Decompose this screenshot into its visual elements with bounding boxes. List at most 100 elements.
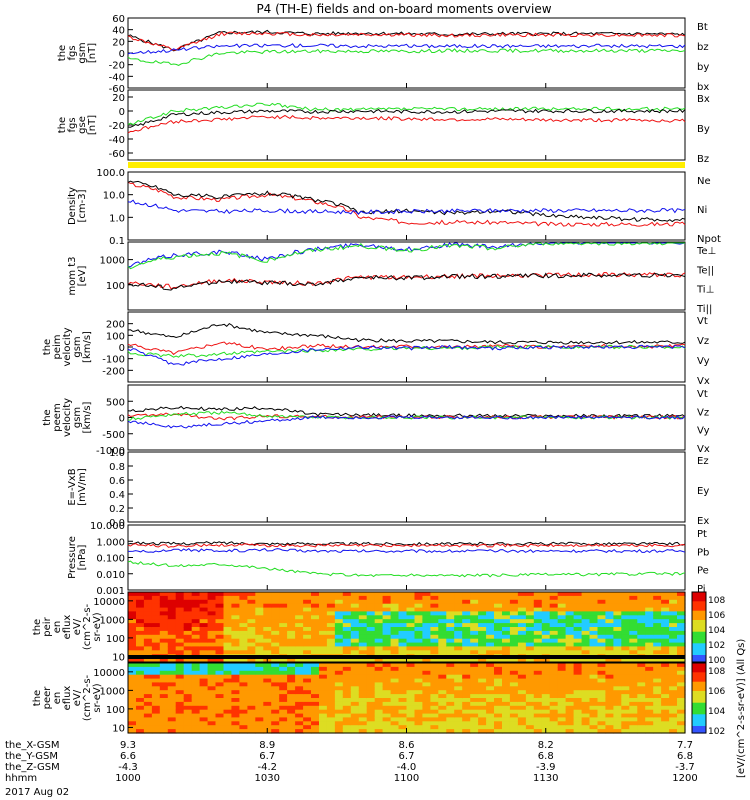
heatmap-cell (613, 599, 622, 605)
series-bz-line (127, 31, 686, 51)
heatmap-cell (303, 634, 312, 640)
heatmap-cell (136, 682, 145, 687)
heatmap-cell (143, 658, 153, 663)
heatmap-cell (422, 674, 431, 680)
heatmap-cell (223, 670, 233, 676)
heatmap-cell (350, 725, 360, 730)
heatmap-cell (565, 678, 575, 684)
heatmap-cell (390, 642, 400, 648)
heatmap-cell (438, 666, 447, 672)
heatmap-cell (390, 666, 400, 672)
heatmap-cell (478, 634, 487, 640)
heatmap-cell (557, 690, 567, 695)
series-Pi-line (128, 548, 686, 554)
heatmap-cell (215, 595, 225, 601)
heatmap-cell (653, 642, 662, 648)
heatmap-cell (231, 650, 240, 655)
heatmap-cell (319, 721, 328, 726)
heatmap-cell (470, 694, 479, 699)
heatmap-cell (143, 721, 153, 726)
heatmap-cell (255, 678, 264, 684)
heatmap-cell (462, 638, 471, 644)
heatmap-cell (454, 670, 463, 676)
heatmap-cell (502, 603, 511, 609)
heatmap-cell (159, 678, 169, 684)
heatmap-cell (390, 729, 400, 734)
heatmap-cell (541, 623, 551, 628)
heatmap-cell (398, 658, 408, 663)
heatmap-cell (422, 717, 431, 722)
heatmap-cell (303, 611, 312, 616)
heatmap-cell (295, 725, 304, 730)
heatmap-cell (191, 729, 201, 734)
heatmap-cell (207, 678, 217, 684)
heatmap-cell (239, 611, 248, 616)
heatmap-cell (645, 638, 654, 644)
colorbar-segment (692, 693, 706, 697)
heatmap-cell (350, 619, 360, 624)
heatmap-cell (462, 694, 471, 699)
heatmap-cell (565, 721, 575, 726)
heatmap-cell (653, 634, 662, 640)
heatmap-cell (398, 682, 408, 687)
heatmap-cell (637, 615, 646, 620)
heatmap-cell (199, 658, 209, 663)
heatmap-cell (159, 603, 169, 609)
heatmap-cell (183, 592, 193, 597)
heatmap-cell (446, 678, 455, 684)
heatmap-cell (629, 682, 638, 687)
heatmap-cell (406, 713, 416, 719)
heatmap-cell (358, 713, 368, 719)
heatmap-cell (374, 721, 384, 726)
heatmap-cell (382, 698, 392, 703)
heatmap-cell (231, 630, 240, 636)
heatmap-cell (549, 646, 559, 651)
heatmap-cell (295, 686, 304, 691)
heatmap-cell (525, 670, 535, 676)
heatmap-cell (398, 634, 408, 640)
heatmap-cell (342, 627, 352, 632)
heatmap-cell (358, 670, 368, 676)
heatmap-cell (669, 690, 678, 695)
heatmap-cell (342, 646, 352, 651)
heatmap-cell (621, 634, 630, 640)
heatmap-cell (470, 623, 479, 628)
heatmap-cell (151, 607, 161, 613)
heatmap-cell (247, 642, 256, 648)
y-axis-label: [km/s] (82, 331, 93, 363)
heatmap-cell (175, 634, 185, 640)
heatmap-cell (414, 705, 424, 711)
heatmap-cell (430, 611, 439, 616)
heatmap-cell (406, 670, 416, 676)
heatmap-cell (136, 694, 145, 699)
heatmap-cell (207, 623, 217, 628)
x-row-label: hhmm (5, 773, 37, 784)
heatmap-cell (311, 698, 320, 703)
heatmap-cell (311, 634, 320, 640)
heatmap-cell (175, 619, 185, 624)
heatmap-cell (303, 607, 312, 613)
heatmap-cell (509, 678, 519, 684)
heatmap-cell (143, 611, 153, 616)
heatmap-cell (486, 698, 495, 703)
heatmap-cell (517, 658, 527, 663)
heatmap-cell (175, 666, 185, 672)
heatmap-cell (653, 717, 662, 722)
heatmap-cell (517, 603, 527, 609)
legend-Ey: Ey (697, 486, 709, 497)
heatmap-cell (438, 599, 447, 605)
heatmap-cell (637, 611, 646, 616)
heatmap-cell (303, 646, 312, 651)
heatmap-cell (478, 721, 487, 726)
y-tick-label: -20 (109, 61, 125, 72)
heatmap-cell (494, 611, 503, 616)
heatmap-cell (151, 721, 161, 726)
heatmap-cell (645, 725, 654, 730)
colorbar-segment (692, 596, 706, 600)
heatmap-cell (661, 627, 670, 632)
heatmap-cell (350, 663, 360, 668)
heatmap-cell (207, 599, 217, 605)
heatmap-cell (621, 698, 630, 703)
heatmap-cell (406, 729, 416, 734)
heatmap-cell (247, 634, 256, 640)
